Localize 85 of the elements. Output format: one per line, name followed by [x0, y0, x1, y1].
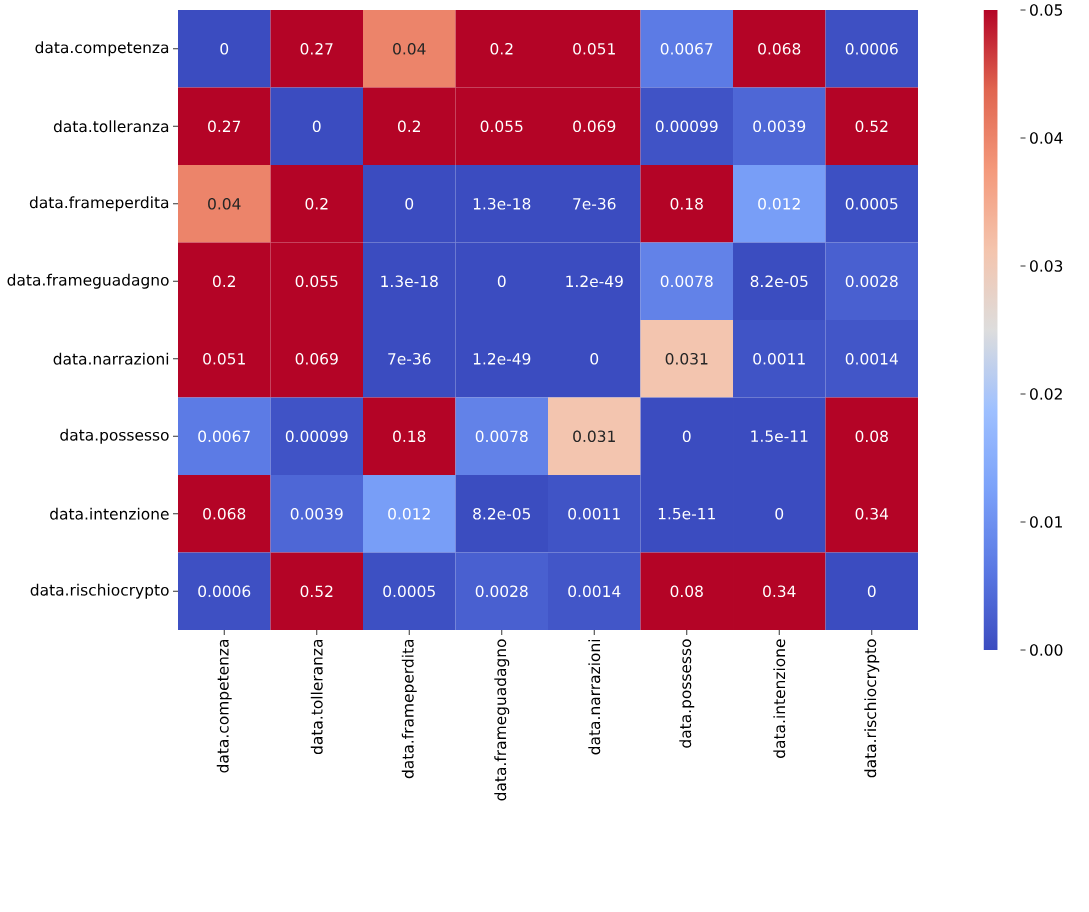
data-label: 0.0014 — [845, 352, 898, 365]
data-label: 0.0078 — [475, 430, 528, 443]
data-label: 0.069 — [573, 120, 616, 133]
data-label: 1.5e-11 — [658, 508, 715, 520]
data-label: 0.0005 — [383, 585, 435, 598]
color-bar-label: 0.03 — [1030, 260, 1063, 272]
data-label: 1.3e-18 — [473, 197, 531, 210]
data-label: 0.2 — [490, 42, 513, 55]
data-label: 0.0011 — [568, 507, 620, 520]
data-label: 0.051 — [203, 352, 245, 365]
x-tick-label: data.frameperdita — [401, 639, 417, 779]
data-label: 7e-36 — [573, 197, 616, 210]
y-tick-label: data.competenza — [35, 41, 169, 57]
data-label: 0.04 — [208, 197, 241, 210]
data-label: 0.0078 — [660, 275, 713, 288]
data-label: 0.27 — [300, 42, 333, 55]
color-bar-label: 0.04 — [1030, 132, 1063, 144]
data-label: 0.18 — [670, 197, 703, 210]
x-tick-label: data.rischiocrypto — [864, 639, 880, 778]
data-label: 1.5e-11 — [751, 430, 808, 442]
data-label: 0.055 — [295, 275, 338, 288]
data-label: 0.0011 — [753, 352, 805, 365]
data-label: 1.2e-49 — [566, 275, 623, 288]
data-label: 0.0067 — [198, 430, 250, 443]
color-bar-label: 0.05 — [1030, 4, 1063, 16]
data-label: 7e-36 — [388, 352, 431, 365]
data-label: 0.0006 — [845, 42, 898, 55]
data-label: 0.068 — [203, 507, 246, 520]
data-label: 1.2e-49 — [473, 352, 531, 365]
y-tick-label: data.frameguadagno — [7, 273, 169, 289]
data-label: 0.0028 — [845, 275, 898, 288]
data-label: 0.0014 — [568, 585, 621, 598]
data-label: 0 — [312, 120, 321, 133]
data-label: 0 — [682, 430, 691, 443]
data-label: 0.031 — [573, 430, 615, 443]
data-label: 0.0039 — [753, 120, 806, 133]
color-bar-label: 0.00 — [1030, 644, 1063, 656]
data-label: 0.34 — [763, 585, 796, 598]
data-label: 0.08 — [855, 430, 888, 443]
data-label: 0.52 — [300, 585, 333, 598]
data-label: 0.0067 — [660, 42, 713, 55]
data-label: 0.012 — [758, 197, 800, 210]
data-label: 0 — [405, 197, 414, 210]
data-label: 0.012 — [388, 507, 430, 520]
x-tick-label: data.intenzione — [773, 639, 786, 758]
y-tick-label: data.possesso — [60, 428, 169, 444]
data-label: 0.069 — [295, 352, 338, 365]
data-label: 0.055 — [480, 120, 523, 133]
data-label: 0 — [220, 42, 229, 55]
data-label: 0 — [775, 507, 784, 520]
y-tick-label: data.narrazioni — [53, 352, 169, 365]
data-label: 0.0006 — [198, 585, 251, 598]
color-bar-label: 0.01 — [1030, 516, 1062, 528]
data-label: 0.2 — [397, 120, 420, 133]
y-tick-label: data.frameperdita — [29, 196, 169, 212]
x-tick-label: data.possesso — [679, 639, 695, 748]
data-label: 0.08 — [670, 585, 703, 598]
x-tick-label: data.narrazioni — [588, 639, 601, 755]
data-label: 0 — [867, 585, 876, 598]
data-label: 1.3e-18 — [381, 275, 438, 288]
data-label: 0.0028 — [475, 585, 528, 598]
data-label: 0.051 — [573, 42, 615, 55]
y-tick-label: data.rischiocrypto — [30, 583, 169, 599]
data-label: 0.00099 — [655, 120, 718, 133]
x-tick-label: data.frameguadagno — [494, 639, 510, 801]
data-label: 0 — [497, 275, 506, 288]
data-label: 0.0005 — [845, 197, 898, 210]
y-tick-label: data.tolleranza — [53, 120, 169, 133]
data-label: 8.2e-05 — [473, 507, 531, 520]
data-label: 0.2 — [305, 197, 328, 210]
data-label: 0.04 — [393, 42, 426, 55]
data-label: 8.2e-05 — [750, 275, 808, 288]
data-label: 0.27 — [208, 120, 241, 133]
data-label: 0 — [590, 352, 599, 365]
y-tick-label: data.intenzione — [50, 507, 169, 520]
data-label: 0.031 — [665, 352, 708, 365]
color-bar-label: 0.02 — [1030, 388, 1062, 400]
data-label: 0.068 — [758, 42, 801, 55]
data-label: 0.34 — [855, 507, 889, 520]
data-label: 0.00099 — [285, 430, 348, 443]
x-tick-label: data.tolleranza — [310, 639, 323, 755]
data-label: 0.2 — [212, 275, 235, 288]
data-label: 0.18 — [393, 430, 426, 443]
data-label: 0.0039 — [290, 507, 343, 520]
data-label: 0.52 — [855, 120, 888, 133]
